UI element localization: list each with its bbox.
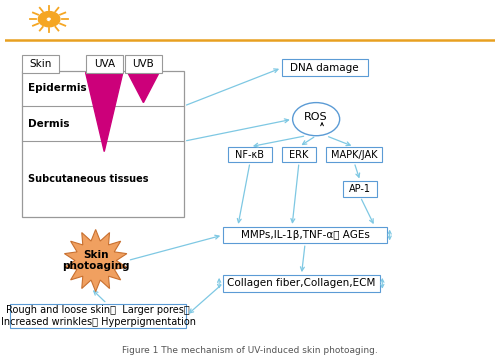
- Polygon shape: [64, 229, 127, 291]
- Circle shape: [38, 12, 60, 27]
- FancyBboxPatch shape: [125, 55, 162, 73]
- Text: Figure 1 The mechanism of UV-induced skin photoaging.: Figure 1 The mechanism of UV-induced ski…: [122, 346, 378, 355]
- FancyBboxPatch shape: [223, 227, 387, 243]
- FancyBboxPatch shape: [10, 303, 186, 328]
- Text: Rough and loose skin，  Larger pores，
Increased wrinkles， Hyperpigmentation: Rough and loose skin， Larger pores， Incr…: [0, 305, 196, 327]
- FancyBboxPatch shape: [223, 275, 380, 291]
- FancyBboxPatch shape: [22, 71, 184, 217]
- Text: ROS: ROS: [304, 112, 328, 122]
- FancyBboxPatch shape: [86, 55, 122, 73]
- Text: Collagen fiber,Collagen,ECM: Collagen fiber,Collagen,ECM: [228, 278, 376, 288]
- Text: UVB: UVB: [132, 59, 154, 69]
- Text: Skin
photoaging: Skin photoaging: [62, 250, 130, 272]
- FancyBboxPatch shape: [282, 147, 316, 162]
- Text: MAPK/JAK: MAPK/JAK: [331, 150, 378, 159]
- FancyBboxPatch shape: [22, 55, 59, 73]
- Text: AP-1: AP-1: [349, 184, 371, 194]
- Polygon shape: [128, 73, 159, 103]
- FancyBboxPatch shape: [343, 181, 378, 197]
- Text: UVA: UVA: [94, 59, 115, 69]
- Polygon shape: [86, 73, 123, 152]
- Text: NF-κB: NF-κB: [236, 150, 264, 159]
- Text: Skin: Skin: [30, 59, 52, 69]
- FancyBboxPatch shape: [326, 147, 382, 162]
- FancyBboxPatch shape: [282, 60, 368, 76]
- Text: Epidermis: Epidermis: [28, 83, 86, 93]
- Text: DNA damage: DNA damage: [290, 63, 359, 73]
- Text: MMPs,IL-1β,TNF-α， AGEs: MMPs,IL-1β,TNF-α， AGEs: [240, 230, 370, 240]
- Text: Subcutaneous tissues: Subcutaneous tissues: [28, 174, 148, 184]
- Text: ERK: ERK: [290, 150, 308, 159]
- FancyBboxPatch shape: [228, 147, 272, 162]
- Text: Dermis: Dermis: [28, 119, 70, 129]
